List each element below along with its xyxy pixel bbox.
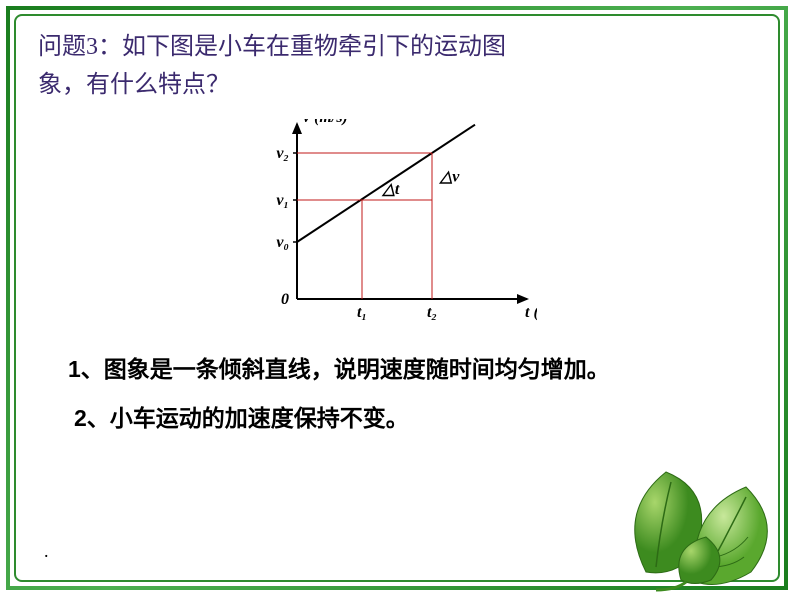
answer-1: 1、图象是一条倾斜直线，说明速度随时间均匀增加。 (68, 352, 636, 388)
chart-svg: v (m/s) t (s) v₂ v₁ v₀ 0 t₁ t₂ △t △v (257, 119, 537, 329)
svg-text:t₁: t₁ (357, 304, 367, 321)
svg-text:△t: △t (381, 181, 400, 198)
svg-text:t₂: t₂ (427, 304, 437, 321)
svg-text:v (m/s): v (m/s) (303, 119, 348, 126)
svg-text:v₁: v₁ (276, 192, 289, 209)
svg-text:v₂: v₂ (276, 145, 289, 162)
question-text: 问题3：如下图是小车在重物牵引下的运动图 象，有什么特点？ (38, 28, 756, 105)
answer-2: 2、小车运动的加速度保持不变。 (74, 401, 636, 437)
svg-text:△v: △v (438, 168, 460, 185)
footer-dot: . (44, 541, 49, 562)
question-label: 问题3： (38, 34, 122, 60)
question-line2: 象，有什么特点？ (38, 72, 230, 98)
vt-chart: v (m/s) t (s) v₂ v₁ v₀ 0 t₁ t₂ △t △v (38, 119, 756, 334)
svg-text:v₀: v₀ (276, 234, 289, 251)
question-line1: 如下图是小车在重物牵引下的运动图 (122, 34, 506, 60)
svg-text:0: 0 (281, 291, 289, 308)
svg-text:t (s): t (s) (525, 304, 537, 321)
leaf-decoration-icon (586, 442, 786, 592)
